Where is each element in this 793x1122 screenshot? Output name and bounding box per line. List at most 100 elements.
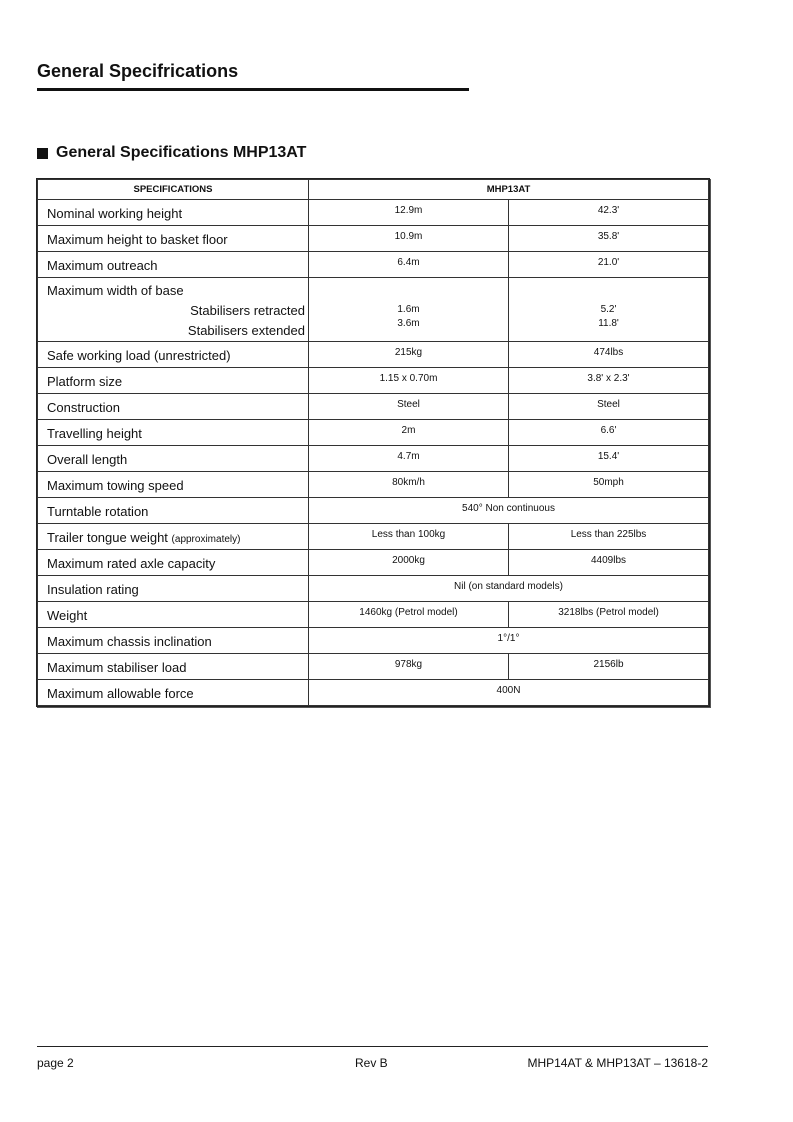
spec-value-metric: 2m (308, 419, 509, 446)
table-row: Maximum stabiliser load 978kg 2156lb (37, 653, 710, 680)
spec-label-cell: Overall length (37, 445, 309, 472)
spec-label-cell: Maximum stabiliser load (37, 653, 309, 680)
table-header-row: SPECIFICATIONS MHP13AT (37, 179, 710, 200)
spec-value-metric: 10.9m (308, 225, 509, 252)
spec-value-imperial: 5.2' 11.8' (507, 277, 710, 342)
table-row: Overall length 4.7m 15.4' (37, 445, 710, 472)
spec-label: Maximum stabiliser load (47, 660, 187, 675)
spec-label: Nominal working height (47, 206, 183, 221)
table-row: Maximum outreach 6.4m 21.0' (37, 251, 710, 278)
table-row: Turntable rotation 540° Non continuous (37, 497, 710, 524)
table-row: Safe working load (unrestricted) 215kg 474… (37, 341, 710, 368)
spec-value-imperial: 6.6' (507, 419, 710, 446)
spec-label-cell: Maximum allowable force (37, 679, 309, 706)
spec-label-cell: Nominal working height (37, 199, 309, 226)
spec-value-metric: 80km/h (308, 471, 509, 498)
spec-label-cell: Safe working load (unrestricted) (37, 341, 309, 368)
footer-page-number: page 2 (37, 1056, 74, 1070)
spec-label-cell: Turntable rotation (37, 497, 309, 524)
footer-revision: Rev B (355, 1056, 388, 1070)
spec-label-cell: Maximum width of base Stabilisers retract… (37, 277, 309, 342)
spec-label-cell: Weight (37, 601, 309, 628)
spec-value-metric: 978kg (308, 653, 509, 680)
spec-value-imperial: Less than 225lbs (507, 523, 710, 550)
spec-label: Maximum width of base (47, 283, 184, 298)
spec-value-metric: 1.6m 3.6m (308, 277, 509, 342)
spec-value-metric: Less than 100kg (308, 523, 509, 550)
spec-value-metric: 4.7m (308, 445, 509, 472)
spec-label-note: (approximately) (171, 534, 241, 545)
spec-label: Maximum towing speed (47, 478, 184, 493)
spec-label-cell: Maximum chassis inclination (37, 627, 309, 654)
spec-label: Maximum outreach (47, 258, 158, 273)
table-row: Maximum chassis inclination 1°/1° (37, 627, 710, 654)
spec-label: Safe working load (unrestricted) (47, 348, 231, 363)
spec-value-imperial: 35.8' (507, 225, 710, 252)
spec-value-metric: 12.9m (308, 199, 509, 226)
spec-value-imperial: 3.8' x 2.3' (507, 367, 710, 394)
footer-rule (37, 1046, 708, 1047)
spec-value-line: 5.2' (600, 304, 617, 315)
spec-value-imperial: 21.0' (507, 251, 710, 278)
table-row: Maximum allowable force 400N (37, 679, 710, 706)
spec-value-imperial: Steel (507, 393, 710, 420)
table-row: Weight 1460kg (Petrol model) 3218lbs (Petr… (37, 601, 710, 628)
spec-label-cell: Construction (37, 393, 309, 420)
spec-label: Construction (47, 400, 120, 415)
table-row: Travelling height 2m 6.6' (37, 419, 710, 446)
header-specifications: SPECIFICATIONS (37, 179, 309, 200)
spec-value-metric: 2000kg (308, 549, 509, 576)
spec-value-line: 11.8' (598, 318, 619, 329)
spec-value-imperial: 15.4' (507, 445, 710, 472)
table-row: Construction Steel Steel (37, 393, 710, 420)
spec-value-span: Nil (on standard models) (307, 575, 710, 602)
spec-value-imperial: 42.3' (507, 199, 710, 226)
section-title: General Specifications MHP13AT (56, 144, 307, 161)
spec-value-line: 3.6m (397, 318, 420, 329)
section-heading: General Specifications MHP13AT (37, 144, 306, 162)
spec-label: Maximum allowable force (47, 686, 194, 701)
spec-label: Platform size (47, 374, 123, 389)
spec-label: Maximum chassis inclination (47, 634, 212, 649)
table-row: Trailer tongue weight (approximately) Les… (37, 523, 710, 550)
square-bullet-icon (37, 147, 48, 159)
spec-label-cell: Insulation rating (37, 575, 309, 602)
spec-label: Weight (47, 608, 88, 623)
spec-value-span: 1°/1° (307, 627, 710, 654)
spec-value-metric: 1.15 x 0.70m (308, 367, 509, 394)
spec-label-cell: Platform size (37, 367, 309, 394)
specifications-table: SPECIFICATIONS MHP13AT Nominal working h… (36, 178, 710, 707)
spec-value-span: 400N (307, 679, 710, 706)
spec-value-metric: 215kg (308, 341, 509, 368)
spec-label: Trailer tongue weight (47, 530, 168, 545)
spec-value-span: 540° Non continuous (307, 497, 710, 524)
table-row: Maximum rated axle capacity 2000kg 4409lbs (37, 549, 710, 576)
spec-value-line: 1.6m (397, 304, 420, 315)
table-row: Maximum width of base Stabilisers retract… (37, 277, 710, 342)
table-row: Insulation rating Nil (on standard models… (37, 575, 710, 602)
table-row: Nominal working height 12.9m 42.3' (37, 199, 710, 226)
footer-document-id: MHP14AT & MHP13AT – 13618-2 (527, 1056, 708, 1070)
spec-label-cell: Maximum towing speed (37, 471, 309, 498)
spec-value-metric: Steel (308, 393, 509, 420)
spec-label-cell: Maximum outreach (37, 251, 309, 278)
spec-sublabel: Stabilisers extended (187, 323, 305, 338)
spec-value-imperial: 2156lb (507, 653, 710, 680)
table-row: Maximum towing speed 80km/h 50mph (37, 471, 710, 498)
spec-sublabel: Stabilisers retracted (190, 303, 305, 318)
header-model: MHP13AT (307, 179, 710, 200)
spec-value-metric: 6.4m (308, 251, 509, 278)
spec-label: Travelling height (47, 426, 142, 441)
spec-label: Turntable rotation (47, 504, 149, 519)
spec-label: Maximum height to basket floor (47, 232, 228, 247)
spec-value-imperial: 4409lbs (507, 549, 710, 576)
spec-value-imperial: 474lbs (507, 341, 710, 368)
page-title: General Specifrications (37, 61, 239, 81)
spec-label: Overall length (47, 452, 128, 467)
spec-value-metric: 1460kg (Petrol model) (308, 601, 509, 628)
table-row: Maximum height to basket floor 10.9m 35.8' (37, 225, 710, 252)
title-underline (37, 88, 469, 91)
spec-label-cell: Maximum height to basket floor (37, 225, 309, 252)
spec-value-imperial: 50mph (507, 471, 710, 498)
spec-label-cell: Maximum rated axle capacity (37, 549, 309, 576)
